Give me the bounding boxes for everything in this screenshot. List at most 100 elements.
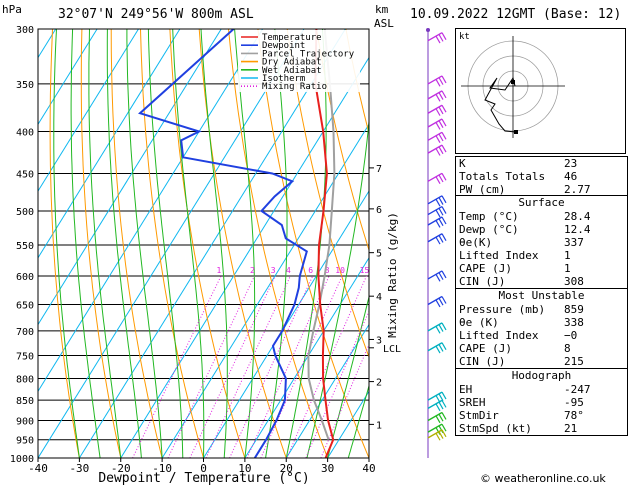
pressure-tick-label: 900 [16, 416, 34, 427]
wind-barb [427, 399, 447, 412]
x-axis-label: Dewpoint / Temperature (°C) [98, 471, 309, 486]
wind-barb-feather [441, 75, 447, 84]
wind-barb-feather [435, 198, 441, 207]
wind-barb-feather [441, 296, 447, 304]
wind-barb-feather [438, 106, 444, 115]
wind-barb-feather [435, 209, 441, 218]
wind-barb-feather [441, 206, 447, 214]
x-tick-label: 20 [280, 462, 293, 475]
mixing-ratio-line [286, 275, 367, 458]
isotherm-line [120, 56, 369, 458]
mixing-ratio-line [132, 275, 222, 458]
wind-barb-shaft [427, 295, 443, 306]
wet-adiabat-line [327, 294, 369, 458]
km-unit: km [375, 3, 389, 16]
wind-barb-shaft [427, 270, 443, 280]
wind-barb-feather [441, 173, 447, 181]
wind-barb-shaft [427, 411, 443, 422]
isotherm-line [38, 29, 98, 126]
hodograph-panel: kt [455, 28, 626, 154]
wind-barb-feather [438, 425, 444, 434]
wind-barb-feather [441, 32, 447, 40]
wind-barb-shaft [427, 233, 443, 243]
wind-barb [427, 90, 447, 102]
wind-barb-feather [435, 108, 441, 116]
mixing-ratio-label: 1 [217, 266, 222, 275]
km-tick-label: 3 [376, 335, 382, 346]
mixing-ratio-label: 8 [325, 266, 330, 275]
wind-barb-feather [438, 34, 444, 42]
wet-adiabat-line [106, 29, 142, 458]
datetime-title: 10.09.2022 12GMT (Base: 12) [410, 7, 622, 22]
pressure-tick-label: 350 [16, 80, 34, 91]
km-tick-label: 5 [376, 249, 382, 260]
pw-label: PW (cm) [459, 183, 506, 196]
x-tick-label: 10 [238, 462, 251, 475]
parcel-trajectory-line [307, 29, 336, 441]
wind-barb [427, 322, 447, 334]
isotherm-line [78, 29, 346, 458]
surface-li-label: Lifted Index [459, 249, 539, 262]
wind-barb [427, 32, 447, 44]
wind-barb-shaft [427, 32, 443, 42]
wet-adiabat-line [70, 29, 101, 458]
wind-barb-shaft [427, 104, 443, 114]
wind-barb [427, 391, 447, 403]
k-label: K [459, 157, 466, 170]
hodograph-section: Hodograph EH -247 SREH -95 StmDir 78° StmSp… [455, 368, 628, 436]
y-axis-label-right: Mixing Ratio (g/kg) [386, 212, 399, 338]
wind-barb [427, 233, 447, 245]
wind-barb-feather [435, 176, 441, 185]
wind-barb [427, 195, 447, 207]
legend-label: Temperature [262, 33, 322, 43]
x-tick-label: 40 [362, 462, 375, 475]
eh-value: -247 [564, 383, 591, 396]
wind-barb-feather [435, 415, 441, 424]
mu-theta-label: θe (K) [459, 316, 499, 329]
wind-barb-feather [441, 400, 447, 408]
wind-barb-feather [441, 118, 447, 127]
wind-barb-feather [435, 122, 441, 130]
wet-adiabat-line [88, 29, 122, 458]
surface-section: Surface Temp (°C) 28.4 Dewp (°C) 12.4 θe(K… [455, 195, 628, 289]
legend-label: Dry Adiabat [262, 58, 322, 68]
legend-label: Parcel Trajectory [262, 49, 355, 59]
wet-adiabat-line [285, 29, 327, 458]
wet-adiabat-line [126, 29, 163, 458]
wind-barb [427, 172, 447, 185]
dry-adiabat-line [80, 29, 122, 458]
mixing-ratio-label: 6 [308, 266, 313, 275]
pressure-tick-label: 650 [16, 301, 34, 312]
surface-temp-label: Temp (°C) [459, 210, 519, 223]
hodograph-trace [484, 76, 516, 133]
wind-staff-cap [426, 28, 430, 32]
location-title: 32°07'N 249°56'W 800m ASL [58, 7, 254, 22]
wind-barb-feather [441, 342, 447, 351]
x-tick-label: -40 [28, 462, 48, 475]
wind-barb-shaft [427, 118, 443, 128]
surface-temp-value: 28.4 [564, 210, 591, 223]
wind-barb-feather [438, 344, 444, 352]
wind-barb [427, 75, 447, 87]
wind-barb-feather [438, 207, 444, 216]
wind-barb-feather [438, 393, 444, 402]
dewpoint-line [138, 29, 308, 458]
legend-label: Mixing Ratio [262, 82, 327, 92]
isotherm-line [38, 29, 264, 393]
wind-barb-feather [441, 132, 447, 140]
wind-barb-feather [435, 427, 441, 435]
mixing-ratio-line [189, 275, 276, 458]
mu-pres-value: 859 [564, 303, 584, 316]
legend-label: Isotherm [262, 74, 305, 84]
mu-li-value: −0 [564, 329, 578, 342]
wind-barb [427, 423, 447, 435]
stmdir-label: StmDir [459, 409, 499, 422]
wet-adiabat-line [347, 384, 369, 458]
wind-barb [427, 104, 447, 116]
pressure-tick-label: 800 [16, 374, 34, 385]
mu-theta-value: 338 [564, 316, 584, 329]
wind-barb-feather [438, 92, 444, 100]
wind-barb-shaft [427, 391, 443, 401]
surface-cape-value: 1 [564, 262, 571, 275]
wind-barb-feather [438, 431, 444, 439]
